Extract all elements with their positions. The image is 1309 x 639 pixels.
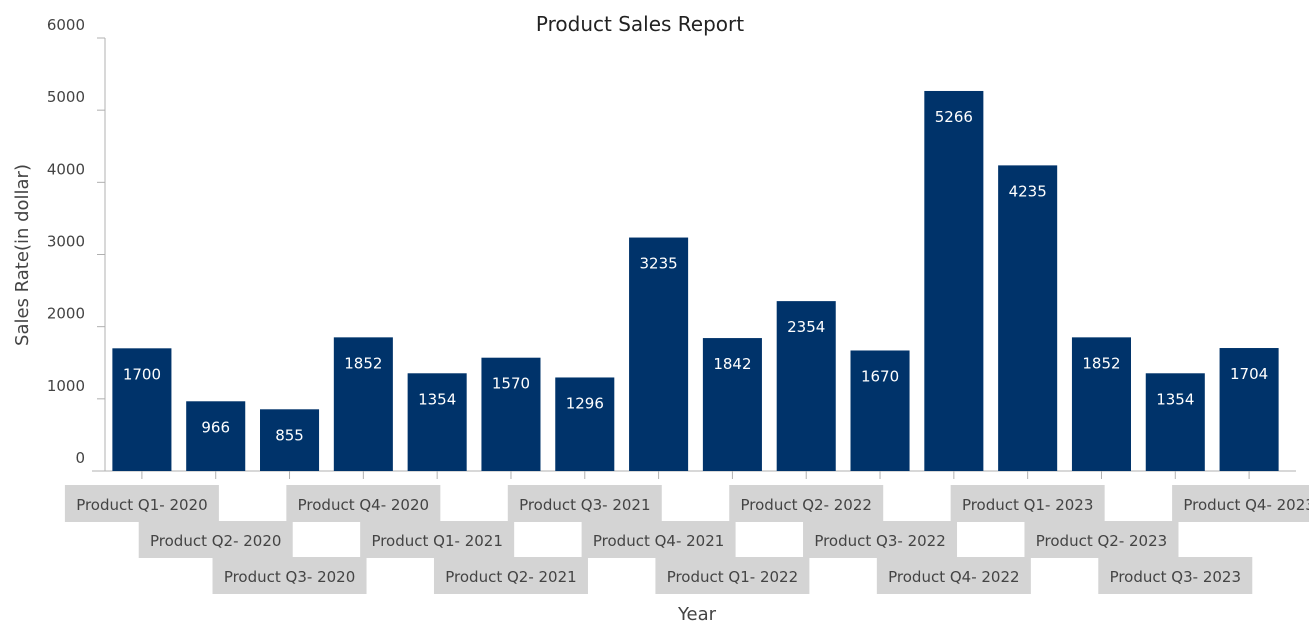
x-tick-label-bg bbox=[360, 521, 515, 558]
bar[interactable] bbox=[333, 337, 393, 471]
bar-series: 1700 966 855 1852 1354 1570 1296 3235 1842 2354 16… bbox=[112, 90, 1279, 472]
bar[interactable] bbox=[1145, 373, 1205, 471]
x-tick-label: Product Q1- 2023 bbox=[950, 485, 1105, 522]
bar[interactable] bbox=[260, 409, 320, 471]
x-tick-label: Product Q1- 2020 bbox=[64, 485, 219, 522]
data-label: 1570 bbox=[492, 375, 530, 393]
bar[interactable] bbox=[850, 350, 910, 471]
x-tick-label-bg bbox=[1098, 557, 1253, 594]
x-tick-label: Product Q1- 2021 bbox=[360, 521, 515, 558]
data-label: 1852 bbox=[344, 354, 382, 372]
x-tick-label-bg bbox=[1024, 521, 1179, 558]
x-tick-label: Product Q2- 2020 bbox=[138, 521, 293, 558]
data-label: 1704 bbox=[1230, 365, 1268, 383]
x-tick-label-text: Product Q4- 2021 bbox=[593, 532, 724, 550]
bar[interactable] bbox=[481, 357, 541, 471]
x-tick-label-bg bbox=[1172, 485, 1309, 522]
x-axis bbox=[92, 470, 1296, 479]
bar[interactable] bbox=[112, 348, 172, 471]
x-tick-label: Product Q4- 2023 bbox=[1172, 485, 1309, 522]
y-tick-label: 0 bbox=[75, 449, 85, 467]
data-label: 1354 bbox=[418, 390, 456, 408]
x-tick-label-text: Product Q4- 2022 bbox=[888, 568, 1019, 586]
y-tick-label: 6000 bbox=[47, 16, 85, 34]
x-tick-label-bg bbox=[507, 485, 662, 522]
x-tick-label-text: Product Q3- 2020 bbox=[224, 568, 355, 586]
y-tick-label: 3000 bbox=[47, 233, 85, 251]
y-tick-label: 1000 bbox=[47, 377, 85, 395]
x-tick-label-bg bbox=[138, 521, 293, 558]
x-tick-label-text: Product Q1- 2022 bbox=[667, 568, 798, 586]
x-tick-label-bg bbox=[212, 557, 367, 594]
x-tick-label-bg bbox=[64, 485, 219, 522]
bar[interactable] bbox=[998, 165, 1058, 472]
bar[interactable] bbox=[1219, 348, 1279, 471]
data-label: 1354 bbox=[1156, 390, 1194, 408]
y-tick-label: 4000 bbox=[47, 160, 85, 178]
x-tick-label-text: Product Q2- 2022 bbox=[741, 496, 872, 514]
bar[interactable] bbox=[1071, 337, 1131, 471]
x-tick-label-text: Product Q4- 2020 bbox=[298, 496, 429, 514]
data-label: 2354 bbox=[787, 318, 825, 336]
x-tick-label: Product Q3- 2023 bbox=[1098, 557, 1253, 594]
x-tick-label-text: Product Q2- 2021 bbox=[445, 568, 576, 586]
x-tick-label-bg bbox=[803, 521, 958, 558]
x-tick-label: Product Q2- 2022 bbox=[729, 485, 884, 522]
x-tick-label: Product Q4- 2022 bbox=[876, 557, 1031, 594]
x-tick-label: Product Q1- 2022 bbox=[655, 557, 810, 594]
chart-title: Product Sales Report bbox=[536, 12, 744, 36]
x-tick-label-text: Product Q3- 2023 bbox=[1110, 568, 1241, 586]
x-tick-label-text: Product Q1- 2023 bbox=[962, 496, 1093, 514]
bar[interactable] bbox=[702, 338, 762, 471]
x-tick-label-bg bbox=[655, 557, 810, 594]
x-tick-label-text: Product Q3- 2022 bbox=[814, 532, 945, 550]
x-tick-label: Product Q4- 2021 bbox=[581, 521, 736, 558]
x-tick-label: Product Q4- 2020 bbox=[286, 485, 441, 522]
data-label: 3235 bbox=[640, 255, 678, 273]
x-tick-label-bg bbox=[286, 485, 441, 522]
data-label: 1700 bbox=[123, 365, 161, 383]
data-label: 1852 bbox=[1082, 354, 1120, 372]
x-tick-label-bg bbox=[729, 485, 884, 522]
x-tick-label-bg bbox=[433, 557, 588, 594]
category-labels: Product Q1- 2020 Product Q2- 2020 Product … bbox=[64, 485, 1309, 594]
data-label: 1670 bbox=[861, 367, 899, 385]
x-tick-label-text: Product Q2- 2023 bbox=[1036, 532, 1167, 550]
data-label: 5266 bbox=[935, 108, 973, 126]
x-tick-label-bg bbox=[876, 557, 1031, 594]
data-label: 4235 bbox=[1009, 182, 1047, 200]
y-axis: 0 1000 2000 3000 4000 5000 6000 bbox=[47, 16, 106, 472]
bar[interactable] bbox=[629, 237, 689, 471]
x-tick-label-text: Product Q1- 2020 bbox=[76, 496, 207, 514]
x-tick-label-text: Product Q1- 2021 bbox=[371, 532, 502, 550]
data-label: 966 bbox=[201, 418, 230, 436]
x-tick-label-text: Product Q4- 2023 bbox=[1183, 496, 1309, 514]
x-tick-label-text: Product Q3- 2021 bbox=[519, 496, 650, 514]
data-label: 1296 bbox=[566, 394, 604, 412]
y-tick-label: 5000 bbox=[47, 88, 85, 106]
bar[interactable] bbox=[776, 301, 836, 471]
x-tick-label: Product Q2- 2023 bbox=[1024, 521, 1179, 558]
bar[interactable] bbox=[555, 377, 615, 471]
bar[interactable] bbox=[407, 373, 467, 471]
x-tick-label-bg bbox=[581, 521, 736, 558]
x-tick-label: Product Q3- 2022 bbox=[803, 521, 958, 558]
x-tick-label: Product Q3- 2020 bbox=[212, 557, 367, 594]
data-label: 855 bbox=[275, 426, 304, 444]
x-axis-title: Year bbox=[677, 604, 717, 625]
x-tick-label: Product Q2- 2021 bbox=[433, 557, 588, 594]
data-label: 1842 bbox=[713, 355, 751, 373]
bar[interactable] bbox=[186, 401, 246, 471]
y-axis-title: Sales Rate(in dollar) bbox=[12, 164, 33, 346]
x-tick-label-bg bbox=[950, 485, 1105, 522]
x-tick-label: Product Q3- 2021 bbox=[507, 485, 662, 522]
bar[interactable] bbox=[924, 90, 984, 471]
y-tick-label: 2000 bbox=[47, 305, 85, 323]
x-tick-label-text: Product Q2- 2020 bbox=[150, 532, 281, 550]
